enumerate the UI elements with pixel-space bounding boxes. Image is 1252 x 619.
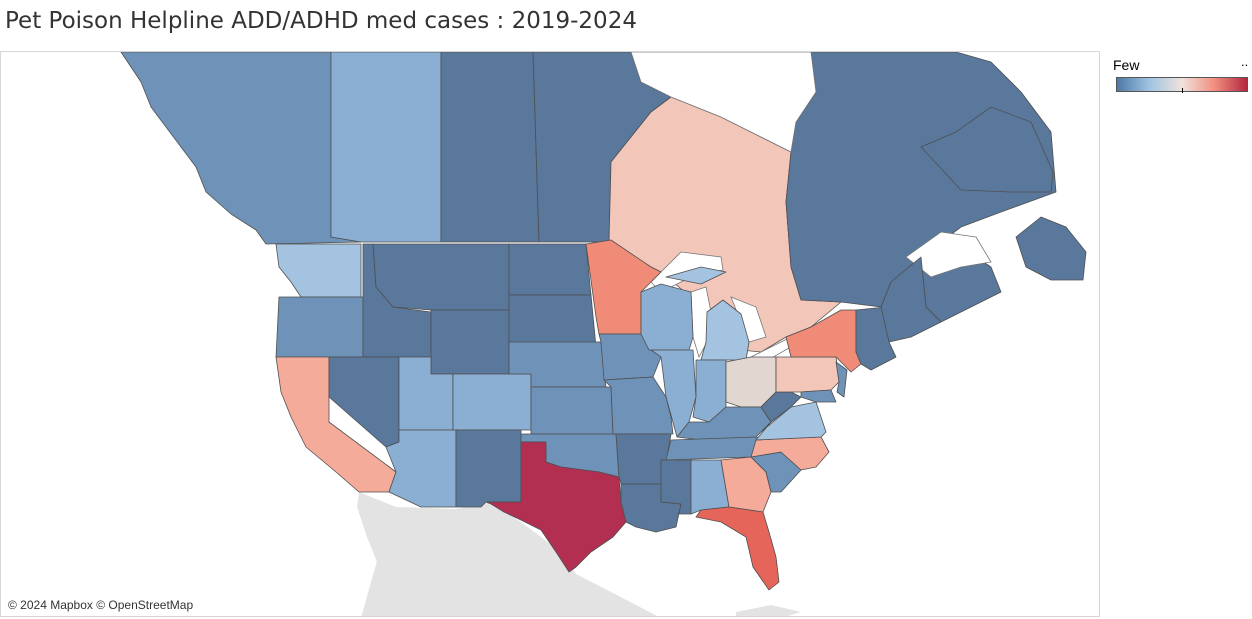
region-newfoundland[interactable]: [920, 106, 1087, 281]
page-title: Pet Poison Helpline ADD/ADHD med cases :…: [5, 8, 637, 34]
region-north-carolina[interactable]: [750, 436, 830, 471]
basemap-cuba: [736, 605, 801, 616]
region-new-mexico[interactable]: [455, 429, 522, 508]
region-washington[interactable]: [275, 243, 362, 298]
region-wisconsin[interactable]: [640, 283, 694, 351]
legend-low-label: Few: [1113, 57, 1140, 73]
region-texas[interactable]: [485, 441, 627, 573]
region-maine[interactable]: [880, 256, 942, 343]
region-saskatchewan[interactable]: [440, 52, 540, 243]
region-kansas[interactable]: [530, 386, 614, 435]
choropleth-map[interactable]: [1, 52, 1100, 617]
basemap-mexico: [359, 492, 658, 616]
region-new-jersey[interactable]: [835, 361, 848, 398]
region-north-dakota[interactable]: [508, 243, 592, 296]
region-oregon[interactable]: [275, 296, 364, 358]
gulf-st-lawrence: [905, 231, 992, 278]
legend-high-label: ..: [1241, 54, 1249, 69]
region-pennsylvania[interactable]: [775, 356, 840, 393]
map-attribution: © 2024 Mapbox © OpenStreetMap: [8, 598, 194, 612]
hudson-bay: [630, 52, 817, 153]
basemap-baja: [357, 492, 406, 602]
region-virginia[interactable]: [755, 401, 827, 441]
region-missouri[interactable]: [603, 376, 674, 435]
region-michigan[interactable]: [665, 266, 750, 361]
region-california[interactable]: [275, 356, 397, 493]
region-wyoming[interactable]: [430, 309, 510, 375]
region-florida[interactable]: [695, 506, 780, 591]
region-montana[interactable]: [372, 243, 510, 311]
map-view[interactable]: © 2024 Mapbox © OpenStreetMap: [0, 51, 1100, 617]
region-maryland[interactable]: [800, 389, 837, 403]
region-south-dakota[interactable]: [508, 294, 597, 348]
region-british-columbia[interactable]: [120, 52, 362, 245]
legend-tick-mark: [1182, 88, 1183, 93]
region-colorado[interactable]: [452, 373, 532, 431]
region-alberta[interactable]: [330, 52, 442, 243]
